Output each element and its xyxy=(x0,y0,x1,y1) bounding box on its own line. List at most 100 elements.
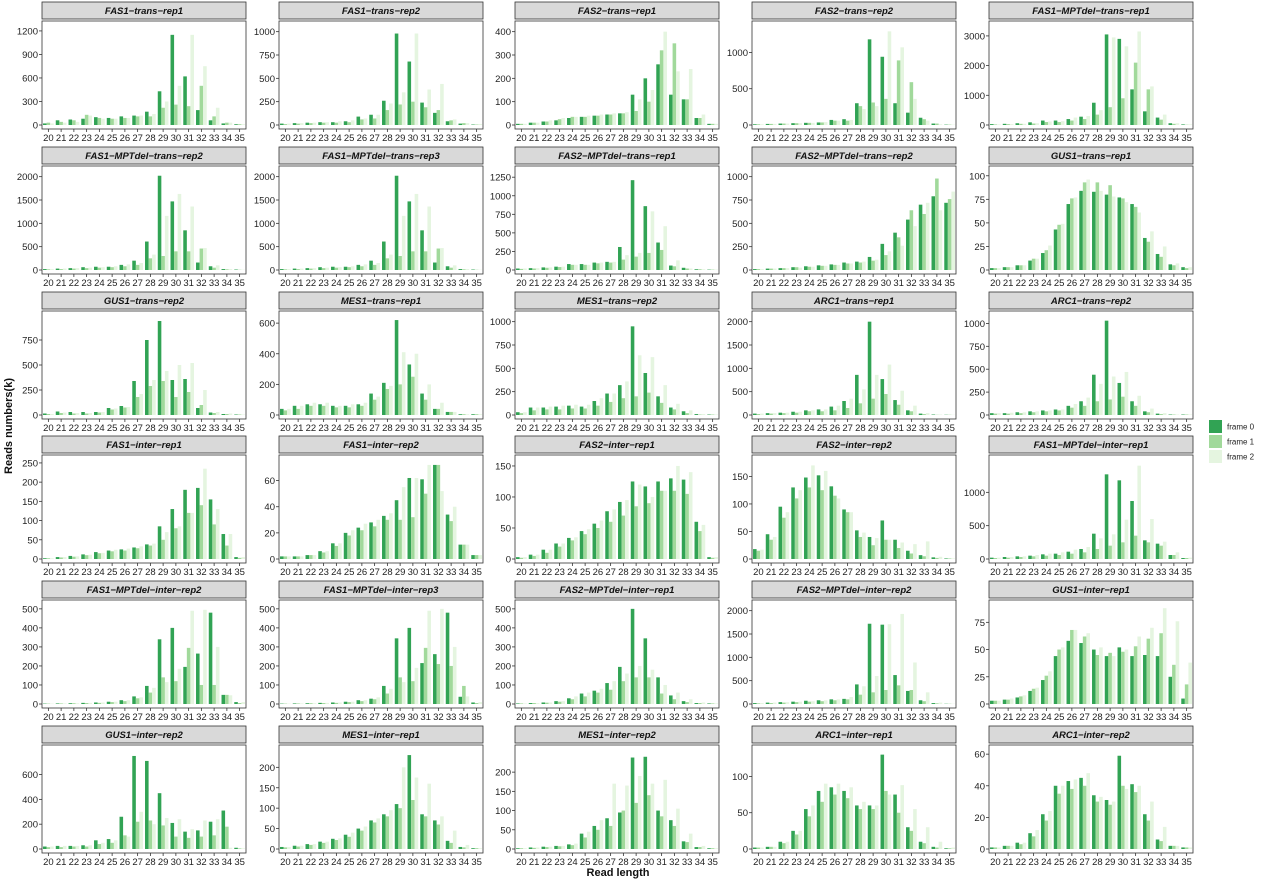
bar xyxy=(325,122,329,125)
x-tick-label: 26 xyxy=(830,278,841,289)
x-tick-label: 35 xyxy=(944,567,955,578)
x-tick-label: 26 xyxy=(120,712,131,723)
y-tick-label: 200 xyxy=(22,478,38,489)
y-tick-label: 75 xyxy=(974,618,985,629)
bar xyxy=(1172,265,1176,270)
bar xyxy=(918,204,923,270)
bar xyxy=(596,527,600,559)
x-tick-label: 24 xyxy=(804,857,815,868)
bar xyxy=(867,536,872,559)
bar xyxy=(157,526,162,559)
bar xyxy=(215,646,220,704)
bar xyxy=(1044,555,1049,559)
bar xyxy=(760,269,764,270)
x-tick-label: 21 xyxy=(766,567,777,578)
bar xyxy=(701,702,706,704)
bar xyxy=(807,487,812,559)
bar xyxy=(845,408,850,415)
bar xyxy=(811,701,815,704)
bar xyxy=(574,116,578,125)
bar xyxy=(909,830,914,849)
bar xyxy=(855,374,859,415)
bar xyxy=(1104,800,1109,849)
bar xyxy=(659,402,664,415)
legend-label: frame 1 xyxy=(1227,438,1255,447)
panel-title: ARC1−trans−rep2 xyxy=(1050,296,1132,307)
bar xyxy=(820,490,824,559)
plot-area xyxy=(988,20,1194,130)
bar xyxy=(586,264,591,270)
bar xyxy=(440,816,444,849)
bar xyxy=(228,695,233,704)
bar xyxy=(88,267,92,270)
bar xyxy=(68,268,73,270)
bar xyxy=(599,688,604,704)
x-tick-label: 30 xyxy=(881,857,892,868)
bar xyxy=(880,520,885,559)
x-tick-label: 27 xyxy=(605,423,616,434)
bar xyxy=(190,363,194,415)
bar xyxy=(338,543,342,559)
y-tick-label: 1000 xyxy=(490,317,511,328)
bar xyxy=(215,412,220,415)
panel-title: FAS1−inter−rep2 xyxy=(343,440,419,451)
x-tick-label: 34 xyxy=(222,133,233,144)
y-tick-label: 300 xyxy=(22,642,38,653)
bar xyxy=(68,703,73,704)
bar xyxy=(389,688,393,704)
bar xyxy=(1099,383,1103,415)
plot-area xyxy=(514,599,720,709)
bar xyxy=(164,101,169,125)
x-tick-label: 22 xyxy=(779,567,790,578)
x-tick-label: 32 xyxy=(433,423,444,434)
bar xyxy=(389,513,393,559)
bar xyxy=(1073,779,1078,849)
bar xyxy=(94,702,98,704)
bar xyxy=(811,266,815,270)
panel: FAS1−MPTdel−inter−rep3010020030040050020… xyxy=(259,580,484,723)
x-tick-label: 21 xyxy=(56,567,67,578)
y-tick-label: 0 xyxy=(743,266,748,277)
x-tick-label: 24 xyxy=(567,423,578,434)
x-tick-label: 23 xyxy=(81,712,92,723)
bar xyxy=(816,409,821,415)
bar xyxy=(407,755,412,849)
bar xyxy=(309,405,313,415)
x-tick-label: 29 xyxy=(868,857,879,868)
bar xyxy=(145,340,149,415)
bar xyxy=(62,557,67,559)
bar xyxy=(234,847,238,849)
bar xyxy=(382,814,386,849)
x-tick-label: 23 xyxy=(1028,857,1039,868)
x-tick-label: 28 xyxy=(618,423,629,434)
bar xyxy=(1079,116,1083,125)
panel-strip xyxy=(514,725,720,744)
bar xyxy=(676,465,680,559)
bar xyxy=(170,509,175,559)
bar xyxy=(369,522,373,559)
bar xyxy=(836,405,841,415)
bar xyxy=(81,118,85,125)
bar xyxy=(203,66,207,125)
bar xyxy=(893,675,897,704)
bar xyxy=(1035,830,1039,849)
panel-title: GUS1−inter−rep1 xyxy=(1052,585,1130,596)
bar xyxy=(1175,552,1180,559)
bar xyxy=(516,412,520,415)
bar xyxy=(1041,253,1045,270)
bar xyxy=(398,677,402,704)
bar xyxy=(618,385,622,415)
y-tick-label: 0 xyxy=(33,700,38,711)
bar xyxy=(318,122,322,125)
bar xyxy=(126,117,131,125)
x-tick-label: 33 xyxy=(446,278,457,289)
x-tick-label: 33 xyxy=(682,712,693,723)
bar xyxy=(338,121,342,125)
x-tick-label: 30 xyxy=(881,567,892,578)
x-tick-label: 33 xyxy=(919,423,930,434)
bar xyxy=(1066,119,1071,125)
x-tick-label: 32 xyxy=(669,278,680,289)
bar xyxy=(1070,198,1074,270)
bar xyxy=(1111,196,1116,270)
